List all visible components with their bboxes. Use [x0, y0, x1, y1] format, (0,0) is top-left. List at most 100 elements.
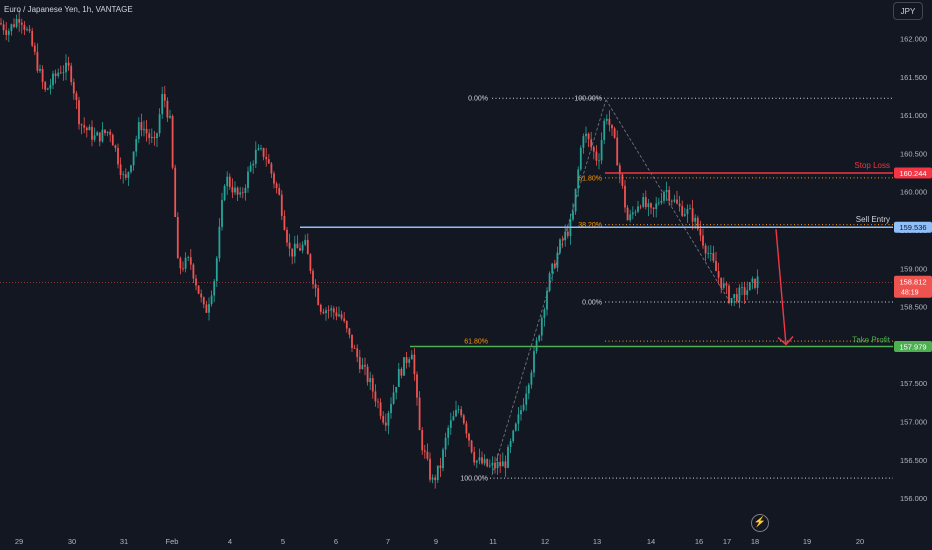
- candle-up: [304, 239, 307, 245]
- candle-down: [421, 430, 424, 451]
- candle-up: [631, 212, 634, 215]
- candle-down: [327, 310, 330, 311]
- candle-down: [319, 304, 322, 312]
- candle-up: [730, 298, 733, 303]
- candle-up: [488, 465, 491, 467]
- candle-up: [478, 457, 481, 461]
- candle-up: [46, 88, 49, 90]
- candle-down: [179, 258, 182, 269]
- candle-down: [306, 239, 309, 255]
- candle-down: [353, 347, 356, 349]
- candle-up: [655, 203, 658, 209]
- candle-down: [416, 374, 418, 398]
- sell-entry-price-tag: 159.536: [899, 223, 926, 232]
- candle-down: [317, 288, 320, 305]
- price-tick-label: 162.000: [900, 35, 927, 44]
- candle-up: [455, 409, 457, 417]
- candle-down: [205, 304, 208, 313]
- take-profit-label: Take Profit: [852, 336, 891, 345]
- lightning-bolt-icon[interactable]: ⚡: [751, 514, 769, 532]
- candle-up: [252, 163, 255, 166]
- sell-entry-price-tag-bg: [894, 221, 932, 233]
- candle-down: [33, 45, 36, 52]
- candle-down: [364, 364, 366, 367]
- candle-up: [709, 253, 712, 254]
- candle-up: [135, 139, 138, 152]
- candle-up: [449, 420, 452, 428]
- candle-down: [200, 293, 203, 298]
- price-tick-label: 159.000: [900, 264, 927, 273]
- candle-down: [743, 287, 746, 295]
- candle-down: [613, 128, 616, 138]
- candle-up: [213, 281, 216, 296]
- candle-up: [184, 257, 187, 269]
- candle-down: [561, 239, 564, 241]
- candle-up: [452, 416, 455, 421]
- target-arrow-shaft: [775, 229, 787, 345]
- candle-down: [70, 65, 73, 83]
- time-tick-label: 9: [434, 537, 438, 546]
- candle-down: [78, 100, 80, 125]
- candle-up: [338, 314, 340, 317]
- candle-up: [52, 73, 54, 86]
- candle-up: [540, 317, 543, 336]
- candle-down: [621, 174, 624, 186]
- candle-up: [634, 211, 637, 213]
- candle-down: [36, 51, 39, 71]
- time-tick-label: 4: [228, 537, 232, 546]
- candle-up: [512, 430, 515, 442]
- currency-button[interactable]: JPY: [893, 2, 923, 20]
- time-tick-label: 5: [281, 537, 285, 546]
- stop-loss-label: Stop Loss: [854, 161, 890, 170]
- candle-down: [696, 217, 699, 229]
- candle-up: [127, 172, 130, 178]
- candle-down: [587, 133, 590, 140]
- candle-down: [309, 254, 312, 271]
- candle-down: [119, 164, 122, 176]
- candle-down: [340, 314, 343, 319]
- candle-down: [114, 145, 117, 148]
- candle-up: [444, 437, 447, 450]
- candle-down: [473, 452, 476, 463]
- candle-up: [158, 114, 161, 134]
- candle-up: [210, 295, 213, 305]
- fib-lower-trend-line: [491, 99, 607, 476]
- candle-down: [283, 215, 286, 230]
- candle-up: [629, 214, 632, 221]
- candle-up: [756, 276, 759, 288]
- candle-up: [642, 197, 645, 207]
- candle-down: [98, 132, 101, 142]
- candle-up: [226, 176, 229, 187]
- candle-up: [733, 294, 736, 298]
- candle-down: [44, 82, 47, 90]
- candle-up: [517, 414, 520, 424]
- candle-down: [67, 62, 70, 66]
- candle-down: [650, 203, 652, 208]
- candle-up: [143, 128, 145, 131]
- candle-up: [410, 354, 413, 360]
- candle-up: [395, 387, 398, 393]
- candle-up: [397, 368, 400, 387]
- candle-up: [660, 200, 663, 203]
- candle-down: [332, 308, 335, 313]
- candle-down: [725, 283, 728, 286]
- price-tick-label: 158.500: [900, 303, 927, 312]
- candle-down: [197, 285, 200, 294]
- candle-up: [647, 203, 650, 208]
- candle-up: [130, 165, 132, 173]
- candle-up: [657, 202, 660, 204]
- candle-up: [514, 423, 517, 431]
- time-tick-label: 19: [803, 537, 811, 546]
- candle-up: [431, 477, 434, 480]
- candle-up: [582, 136, 585, 148]
- candle-up: [254, 149, 257, 164]
- candle-up: [244, 188, 247, 193]
- candle-up: [525, 393, 528, 405]
- candle-down: [429, 458, 431, 480]
- candle-down: [20, 22, 23, 25]
- candle-down: [189, 257, 192, 265]
- candle-up: [208, 304, 210, 313]
- candle-down: [460, 409, 463, 416]
- candle-up: [538, 335, 541, 341]
